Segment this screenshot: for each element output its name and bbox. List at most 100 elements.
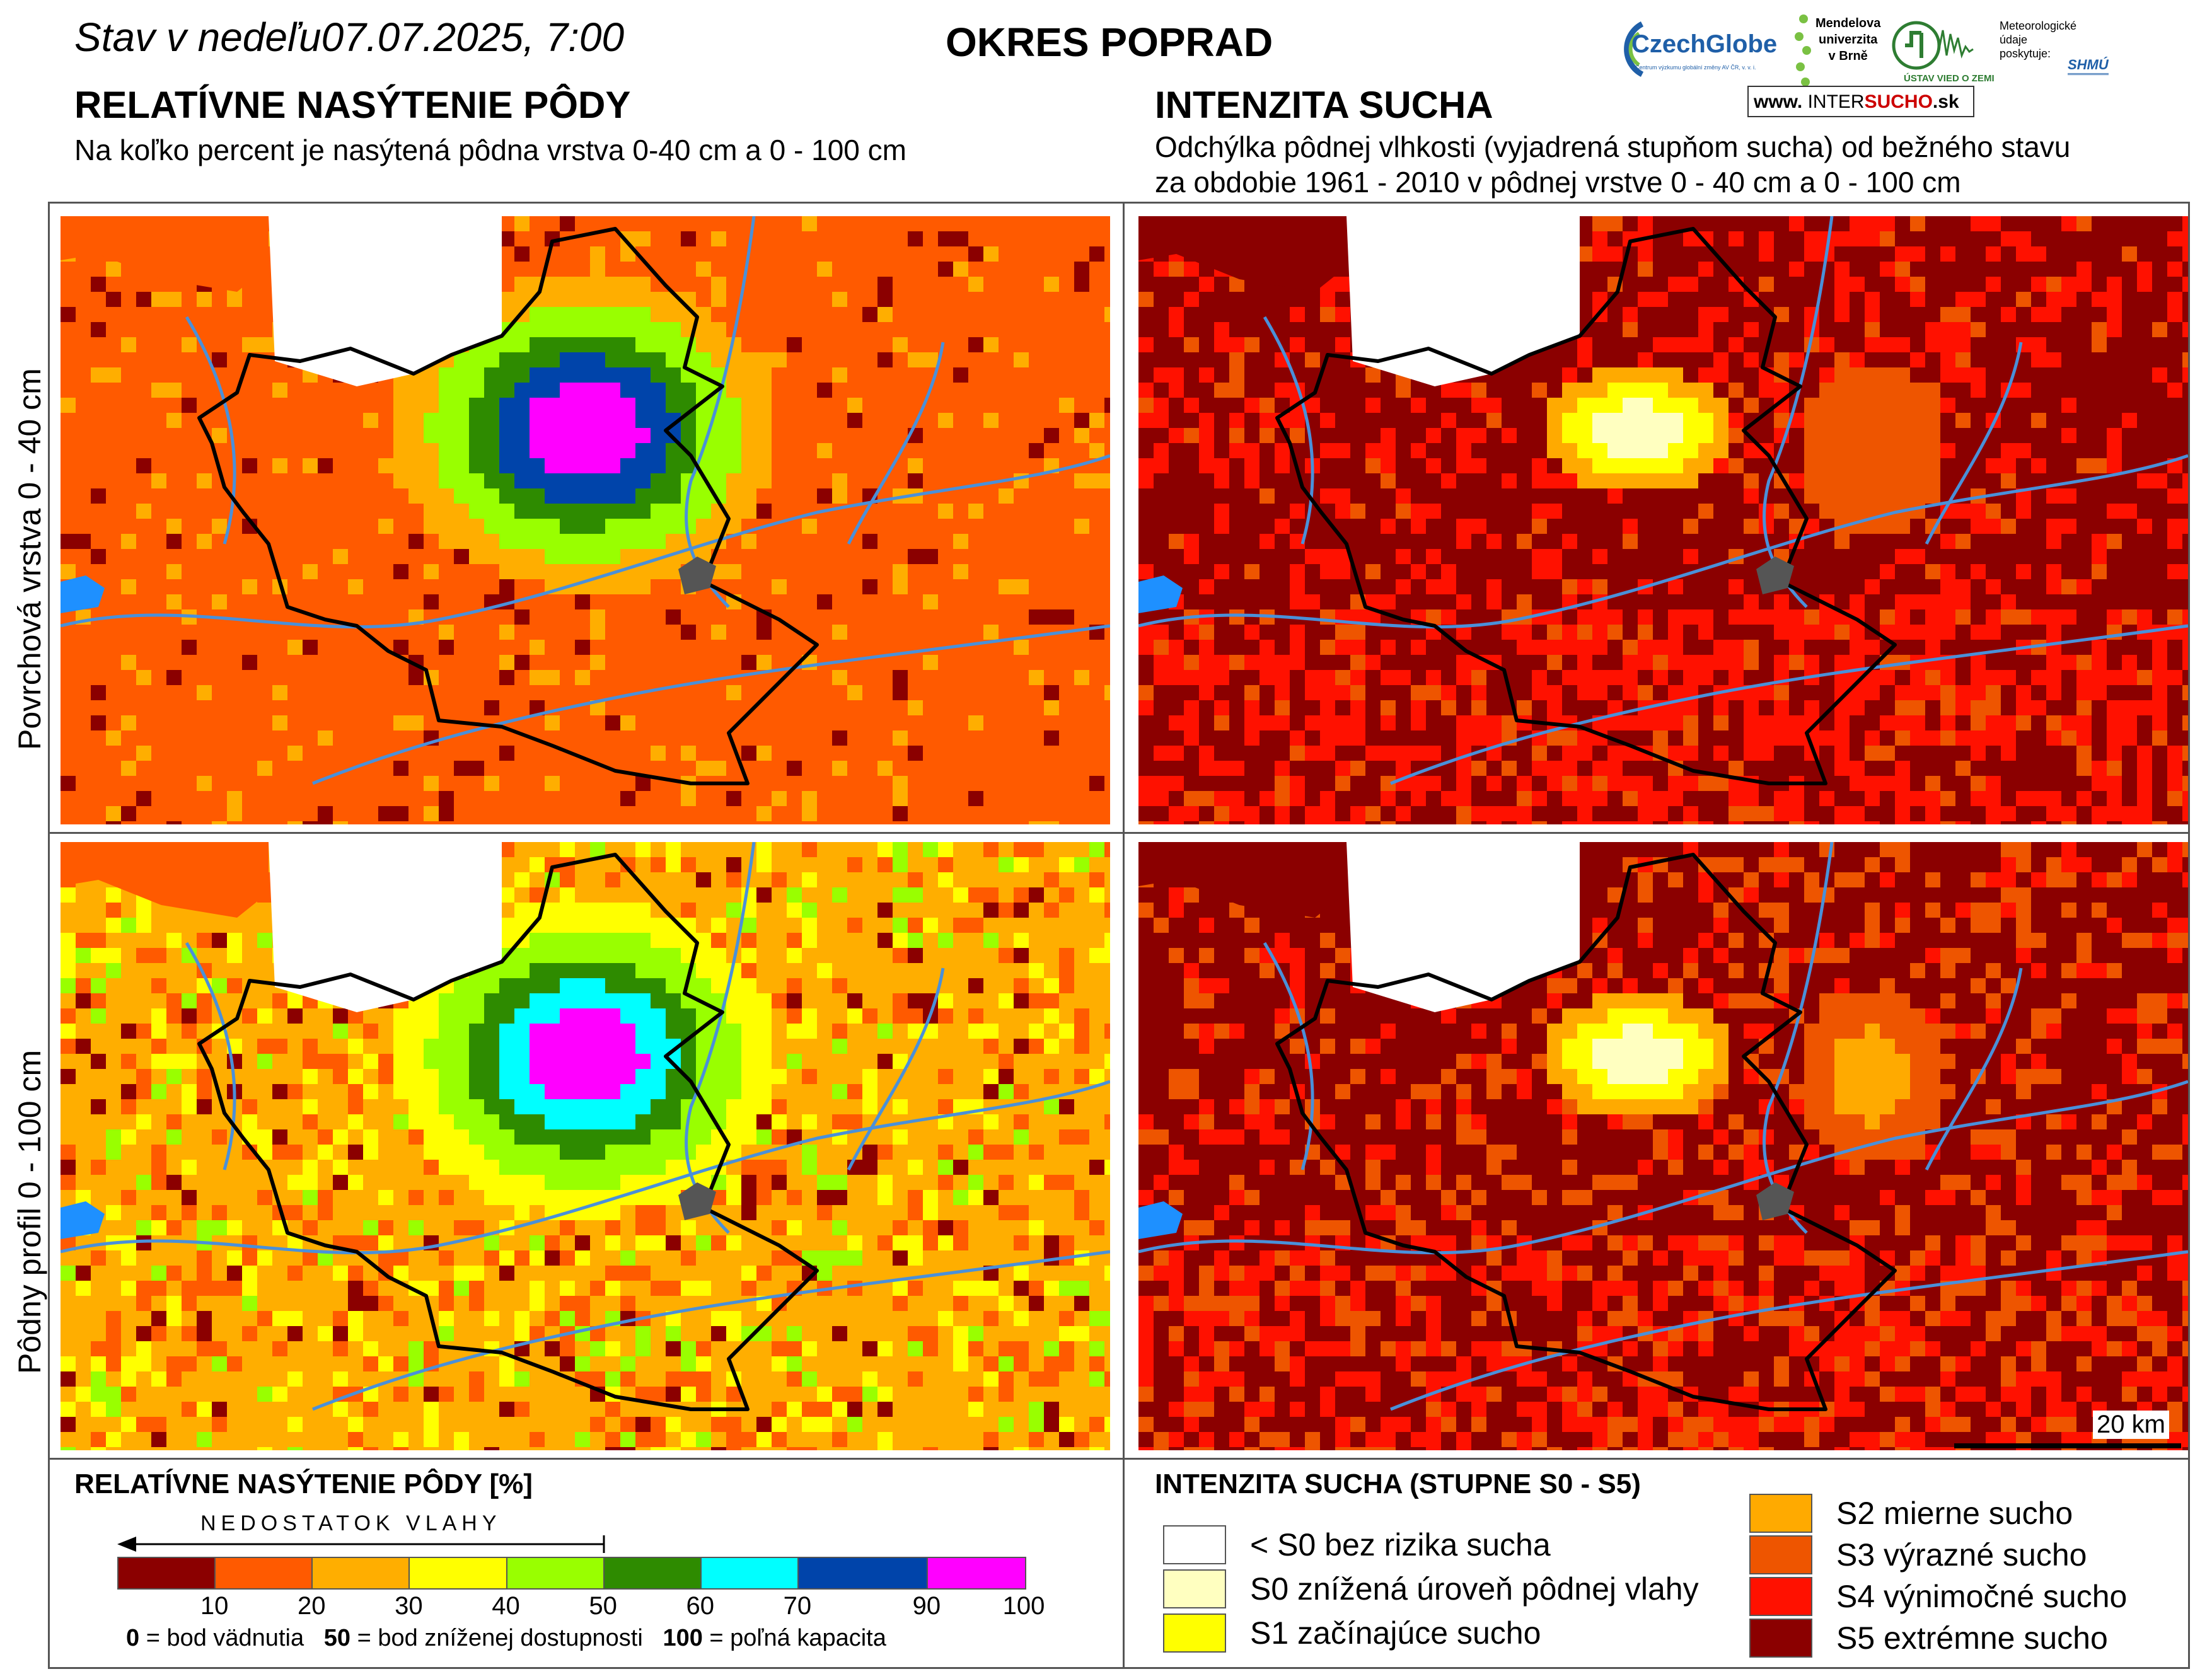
raster-cells (61, 216, 1110, 824)
saturation-bar-segment (701, 1558, 799, 1588)
no-data-area (1346, 216, 1580, 386)
footnote-reduced-value: 50 (323, 1625, 351, 1651)
saturation-tick-label: 50 (589, 1592, 617, 1620)
drought-legend-swatch (1749, 1494, 1812, 1533)
saturation-tick-label: 10 (200, 1592, 229, 1620)
czechglobe-arc-icon (1624, 21, 1644, 77)
moisture-deficit-arrow-icon (117, 1535, 605, 1553)
intersucho-sucho: SUCHO (1864, 91, 1933, 112)
river (847, 967, 945, 1171)
no-data-area (269, 842, 502, 1012)
meteo-line-1: Meteorologické (2000, 20, 2077, 32)
status-date-heading: Stav v nedeľu07.07.2025, 7:00 (74, 14, 624, 61)
drought-legend-label: < S0 bez rizika sucha (1250, 1527, 1551, 1562)
river (1925, 342, 2023, 545)
saturation-color-bar (117, 1557, 1026, 1590)
district-boundary (1275, 227, 1897, 785)
district-boundary (1275, 853, 1897, 1411)
moisture-deficit-label: NEDOSTATOK VLAHY (200, 1511, 502, 1535)
drought-legend-swatch (1163, 1613, 1226, 1653)
district-boundary (197, 853, 819, 1411)
frame-horizontal-divider-1 (48, 832, 2190, 834)
map-drought-profile-svg (1138, 842, 2188, 1450)
intersucho-www: www. (1754, 91, 1803, 112)
river (61, 1080, 1110, 1255)
no-data-area (1346, 842, 1580, 1012)
scale-bar (1954, 1443, 2181, 1448)
lake (1138, 1201, 1183, 1239)
footnote-capacity-text: = poľná kapacita (702, 1625, 886, 1651)
ustav-name: ÚSTAV VIED O ZEMI (1904, 73, 1995, 84)
mendelu-dots-icon (1795, 14, 1811, 86)
saturation-legend-title: RELATÍVNE NASÝTENIE PÔDY [%] (74, 1469, 533, 1499)
saturation-section-title: RELATÍVNE NASÝTENIE PÔDY (74, 84, 631, 126)
map-saturation-profile-svg (61, 842, 1110, 1450)
drought-legend-label: S5 extrémne sucho (1836, 1620, 2108, 1656)
meteo-data-provider: Meteorologické údaje poskytuje: SHMÚ (2000, 19, 2126, 88)
status-prefix: Stav v nedeľu (74, 14, 321, 60)
drought-legend-swatch (1749, 1577, 1812, 1616)
district-title: OKRES POPRAD (946, 20, 1273, 65)
saturation-tick-label: 30 (395, 1592, 423, 1620)
river (1263, 316, 1314, 545)
river (1390, 1250, 2188, 1411)
saturation-bar-segment (604, 1558, 702, 1588)
saturation-tick-label: 60 (686, 1592, 715, 1620)
drought-legend-swatch (1163, 1525, 1226, 1564)
drought-section-subtitle-1: Odchýlka pôdnej vlhkosti (vyjadrená stup… (1155, 130, 2071, 163)
river (1390, 624, 2188, 785)
mendelu-line-2: univerzita (1819, 33, 1878, 47)
meteo-line-3: poskytuje: (2000, 47, 2051, 60)
saturation-bar-segment (410, 1558, 507, 1588)
drought-legend-title: INTENZITA SUCHA (STUPNE S0 - S5) (1155, 1469, 1641, 1499)
saturation-bar-segment (798, 1558, 928, 1588)
mendelu-line-1: Mendelova (1815, 16, 1881, 30)
shmu-logo: SHMÚ (2068, 57, 2109, 75)
status-datetime: 07.07.2025, 7:00 (321, 14, 625, 60)
saturation-tick-label: 20 (298, 1592, 326, 1620)
saturation-section-subtitle: Na koľko percent je nasýtená pôdna vrstv… (74, 134, 906, 166)
map-saturation-topsoil (61, 216, 1110, 824)
no-data-area (269, 216, 502, 386)
czechglobe-subtitle: Centrum výzkumu globální změny AV ČR, v.… (1635, 64, 1756, 71)
river (61, 454, 1110, 629)
saturation-tick-labels: 10 20 30 40 50 60 70 90 100 (117, 1590, 1045, 1621)
footnote-reduced-text: = bod zníženej dostupnosti (350, 1625, 643, 1651)
partner-logos: CzechGlobe Centrum výzkumu globální změn… (1607, 11, 2131, 118)
drought-legend-label: S4 výnimočné sucho (1836, 1579, 2128, 1614)
river (847, 342, 945, 545)
saturation-tick-label: 100 (1002, 1592, 1045, 1620)
saturation-footnote: 0 = bod vädnutia 50 = bod zníženej dostu… (126, 1625, 886, 1652)
lake (61, 1201, 105, 1239)
map-saturation-profile (61, 842, 1110, 1450)
poprad-city (678, 1182, 716, 1220)
footnote-wilting-value: 0 (126, 1625, 140, 1651)
intersucho-inter: INTER (1807, 91, 1865, 112)
poprad-city (1756, 1182, 1794, 1220)
footnote-capacity-value: 100 (663, 1625, 703, 1651)
river (1138, 1080, 2188, 1255)
row-label-profile: Pôdny profil 0 - 100 cm (12, 1049, 47, 1374)
ustav-vied-o-zemi-logo: ÚSTAV VIED O ZEMI (1891, 18, 1995, 87)
river (1138, 454, 2188, 629)
drought-legend-label: S1 začínajúce sucho (1250, 1615, 1541, 1651)
poprad-city (1756, 557, 1794, 594)
map-saturation-topsoil-svg (61, 216, 1110, 824)
map-drought-profile (1138, 842, 2188, 1450)
raster-cells (61, 842, 1110, 1450)
river (1263, 942, 1314, 1170)
intersucho-logo: www. INTERSUCHO.sk (1747, 86, 1974, 117)
poprad-city (678, 557, 716, 594)
scale-bar-label: 20 km (2093, 1411, 2169, 1439)
river (312, 1250, 1110, 1411)
saturation-tick-label: 70 (783, 1592, 812, 1620)
saturation-bar-segment (927, 1558, 1025, 1588)
lake (1138, 575, 1183, 613)
river (185, 316, 236, 545)
drought-legend-swatch (1163, 1569, 1226, 1608)
czechglobe-name: CzechGlobe (1631, 30, 1778, 58)
meteo-line-2: údaje (2000, 33, 2028, 46)
frame-vertical-divider (1123, 202, 1125, 1669)
seismograph-icon (1892, 21, 1974, 70)
saturation-bar-segment (313, 1558, 410, 1588)
